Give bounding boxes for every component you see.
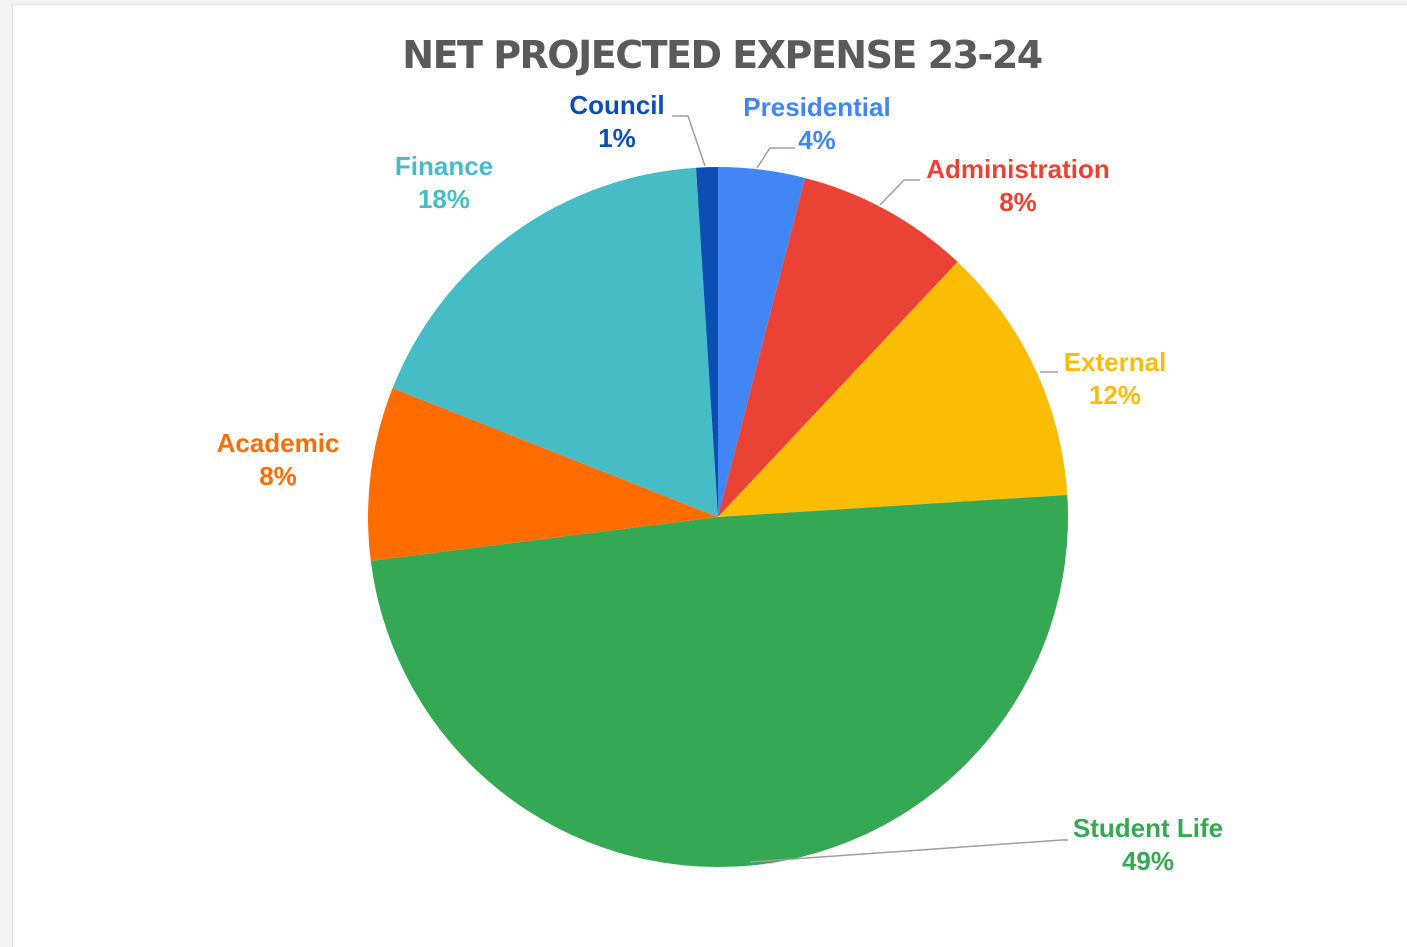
pie-slice-council [696,167,718,517]
slice-label-name-academic: Academic [217,428,340,458]
slice-label-name-council: Council [569,90,664,120]
pie-slice-administration [718,178,958,517]
slice-label-name-external: External [1064,347,1167,377]
pie-slice-presidential [718,167,806,517]
slice-label-percent-student-life: 49% [1122,846,1174,876]
slice-label-percent-external: 12% [1089,380,1141,410]
slice-label-percent-academic: 8% [259,461,297,491]
pie-slice-finance [392,167,718,517]
leader-line-administration [879,179,920,206]
pie-slice-external [718,261,1068,517]
slice-labels: Presidential4%Administration8%External12… [217,90,1224,876]
slice-label-name-student-life: Student Life [1073,813,1223,843]
slice-label-percent-presidential: 4% [798,125,836,155]
pie-slices [368,167,1069,868]
slice-label-name-finance: Finance [395,151,493,181]
leader-line-student-life [749,839,1068,863]
slice-label-name-presidential: Presidential [743,92,890,122]
slice-label-name-administration: Administration [926,154,1109,184]
pie-slice-student-life [370,495,1069,868]
leader-lines [672,115,1068,863]
pie-slice-academic [368,388,718,561]
leader-line-presidential [756,147,795,169]
leader-line-council [672,115,706,167]
slice-label-percent-finance: 18% [418,184,470,214]
chart-title: NET PROJECTED EXPENSE 23-24 [402,33,1041,77]
slice-label-percent-council: 1% [598,123,636,153]
slice-label-percent-administration: 8% [999,187,1037,217]
